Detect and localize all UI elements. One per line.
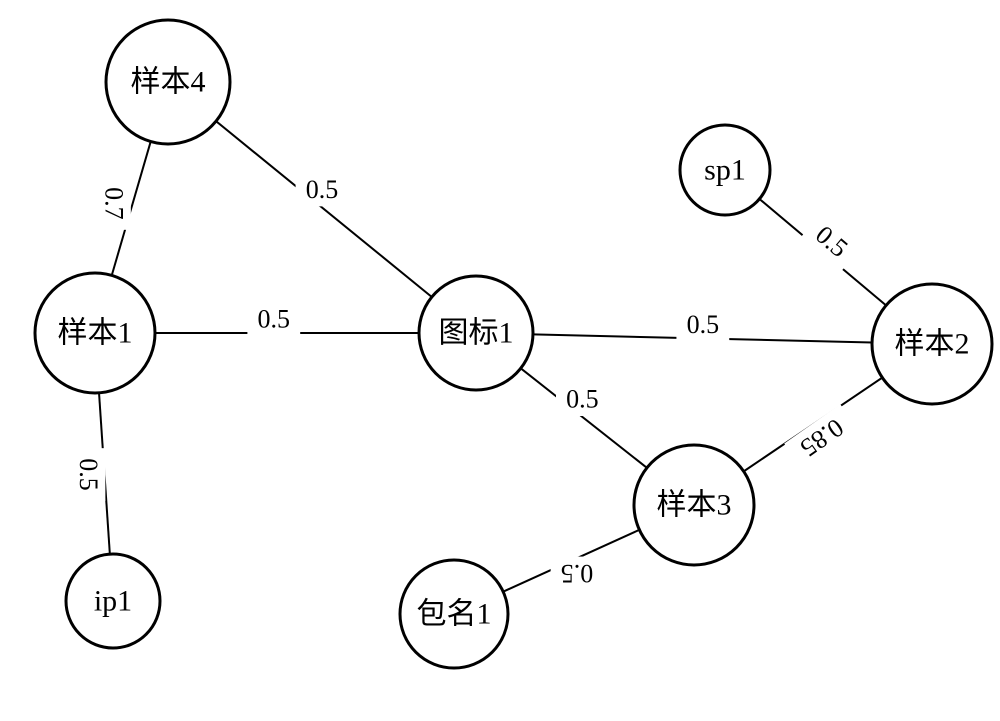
node-label: 样本4: [131, 66, 206, 99]
edge-label: 0.5: [561, 559, 594, 588]
network-diagram: 0.70.50.50.50.50.50.50.850.5 样本4样本1ip1图标…: [0, 0, 1000, 721]
node-sample1: 样本1: [35, 273, 155, 393]
edge-label: 0.5: [74, 458, 103, 491]
node-label: sp1: [704, 154, 746, 187]
node-label: ip1: [94, 585, 132, 618]
node-label: 样本3: [657, 489, 732, 522]
node-ip1: ip1: [66, 554, 160, 648]
node-label: 图标1: [439, 317, 514, 350]
edge-label: 0.5: [306, 175, 339, 204]
nodes-layer: 样本4 样本1 ip1 图标1 sp1 样本2 样本3 包名1: [35, 20, 992, 668]
node-pkg1: 包名1: [400, 560, 508, 668]
node-sample2: 样本2: [872, 284, 992, 404]
edge-label: 0.5: [687, 310, 720, 339]
edge-sample4-icon1: [216, 121, 432, 297]
node-label: 包名1: [417, 598, 492, 631]
node-icon1: 图标1: [419, 276, 533, 390]
edge-label: 0.5: [258, 305, 291, 334]
edge-label: 0.7: [99, 187, 128, 220]
node-label: 样本2: [895, 328, 970, 361]
node-label: 样本1: [58, 317, 133, 350]
node-sample3: 样本3: [634, 445, 754, 565]
edge-label: 0.5: [566, 385, 599, 414]
node-sample4: 样本4: [106, 20, 230, 144]
node-sp1: sp1: [680, 125, 770, 215]
